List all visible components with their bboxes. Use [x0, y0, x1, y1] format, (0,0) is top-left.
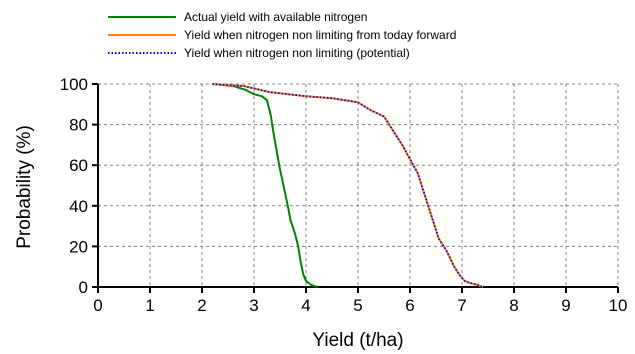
y-tick-label-3: 60 — [69, 156, 88, 175]
x-tick-label-0: 0 — [93, 296, 102, 315]
y-tick-label-4: 80 — [69, 116, 88, 135]
legend-label-1: Yield when nitrogen non limiting from to… — [184, 28, 456, 42]
x-axis-label: Yield (t/ha) — [312, 330, 403, 351]
legend-label-0: Actual yield with available nitrogen — [184, 10, 367, 24]
y-tick-label-2: 40 — [69, 197, 88, 216]
x-tick-label-8: 8 — [509, 296, 518, 315]
grid — [98, 83, 619, 287]
x-tick-label-10: 10 — [609, 296, 628, 315]
series-line-0 — [212, 83, 318, 288]
x-tick-label-2: 2 — [197, 296, 206, 315]
legend-label-2: Yield when nitrogen non limiting (potent… — [184, 46, 410, 60]
y-axis-label: Probability (%) — [14, 125, 35, 249]
x-tick-label-9: 9 — [561, 296, 570, 315]
x-tick-label-1: 1 — [145, 296, 154, 315]
x-tick-label-6: 6 — [405, 296, 414, 315]
legend: Actual yield with available nitrogen Yiel… — [108, 10, 456, 60]
series-lines — [212, 83, 484, 288]
y-tick-label-5: 100 — [60, 75, 88, 94]
y-tick-label-1: 20 — [69, 237, 88, 256]
x-tick-label-7: 7 — [457, 296, 466, 315]
x-tick-label-3: 3 — [249, 296, 258, 315]
x-tick-label-4: 4 — [301, 296, 310, 315]
axes — [92, 83, 619, 293]
y-tick-label-0: 0 — [79, 278, 88, 297]
series-line-1 — [212, 83, 484, 288]
x-tick-label-5: 5 — [353, 296, 362, 315]
series-line-2 — [212, 83, 484, 288]
